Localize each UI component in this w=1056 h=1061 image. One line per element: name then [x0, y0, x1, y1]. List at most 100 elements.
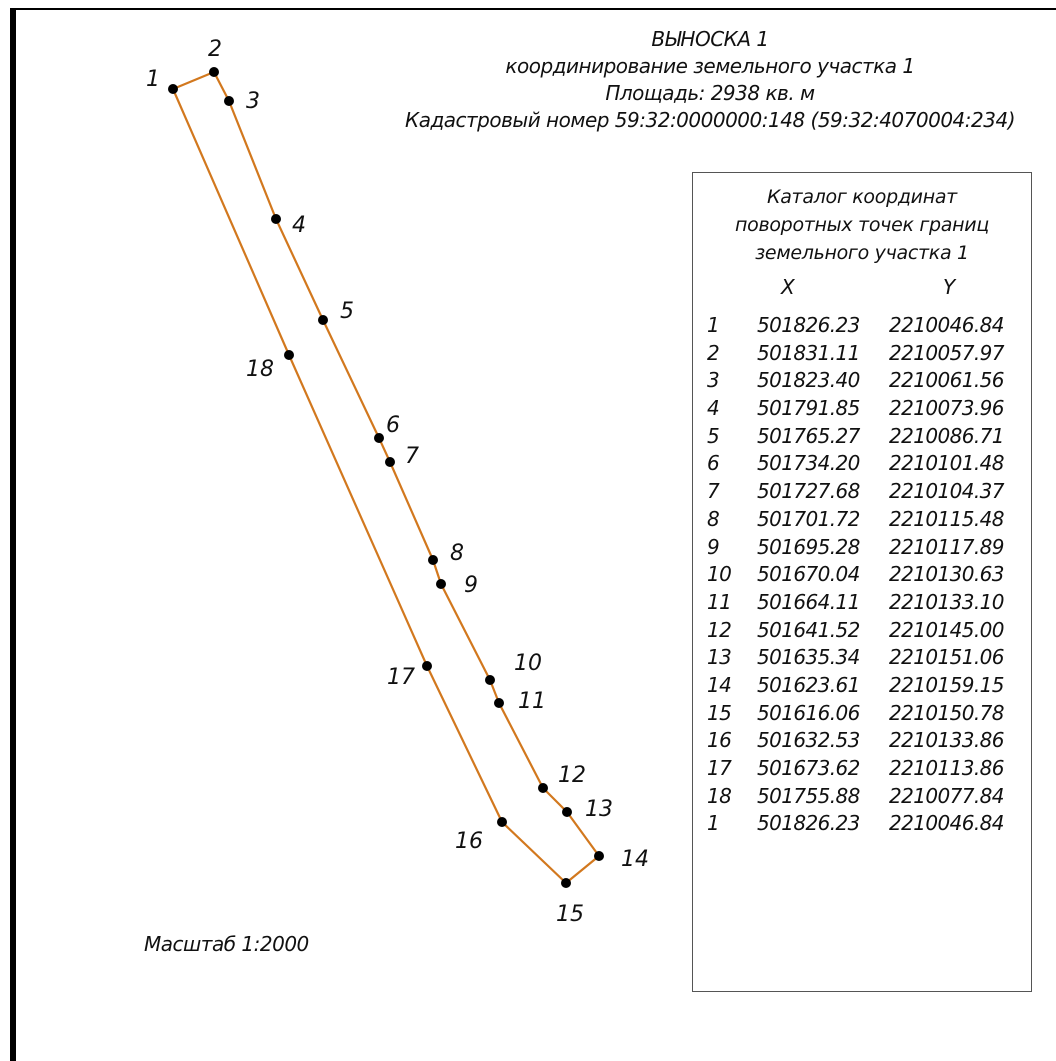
y-coordinate-cell: 2210133.10: [889, 589, 1004, 614]
x-coordinate-cell: 501701.72: [757, 506, 860, 531]
x-coordinate-cell: 501673.62: [757, 756, 860, 780]
boundary-point-11: [494, 698, 504, 708]
x-coordinate-cell: 501831.11: [757, 340, 860, 365]
boundary-point-3: [224, 96, 234, 106]
y-coordinate-cell: 2210117.89: [889, 534, 1004, 559]
boundary-point-12: [538, 783, 548, 793]
point-number-cell: 18: [707, 783, 732, 808]
point-label-6: 6: [386, 413, 400, 438]
table-row: 6 501734.20 2210101.48: [693, 451, 1031, 479]
y-coordinate-cell: 2210057.97: [889, 340, 1004, 365]
point-number-cell: 7: [707, 479, 720, 504]
point-label-7: 7: [405, 444, 419, 469]
point-label-13: 13: [585, 797, 613, 822]
boundary-point-9: [436, 579, 446, 589]
boundary-point-16: [497, 817, 507, 827]
point-number-cell: 17: [707, 756, 732, 780]
x-coordinate-cell: 501734.20: [757, 451, 860, 476]
point-label-4: 4: [292, 213, 306, 238]
boundary-point-18: [284, 350, 294, 360]
catalog-title: Каталог координат поворотных точек грани…: [693, 183, 1031, 267]
table-row: 10 501670.04 2210130.63: [693, 562, 1031, 590]
y-coordinate-cell: 2210130.63: [889, 562, 1004, 587]
y-coordinate-cell: 2210086.71: [889, 423, 1004, 448]
point-label-17: 17: [387, 665, 415, 690]
table-row: 11 501664.11 2210133.10: [693, 590, 1031, 618]
x-coordinate-cell: 501826.23: [757, 313, 860, 337]
point-label-1: 1: [146, 67, 160, 92]
coordinate-catalog: Каталог координат поворотных точек грани…: [692, 172, 1032, 992]
x-coordinate-cell: 501632.53: [757, 728, 860, 753]
callout-header: ВЫНОСКА 1 координирование земельного уча…: [400, 26, 1020, 134]
table-row: 4 501791.85 2210073.96: [693, 396, 1031, 424]
table-row: 17 501673.62 2210113.86: [693, 756, 1031, 784]
point-number-cell: 9: [707, 534, 720, 559]
table-row: 18 501755.88 2210077.84: [693, 784, 1031, 812]
x-coordinate-cell: 501826.23: [757, 811, 860, 836]
catalog-title-line-3: земельного участка 1: [755, 242, 969, 264]
scale-label: Масштаб 1:2000: [144, 932, 309, 956]
point-number-cell: 5: [707, 423, 720, 448]
y-coordinate-cell: 2210046.84: [889, 313, 1004, 337]
boundary-point-5: [318, 315, 328, 325]
y-coordinate-cell: 2210101.48: [889, 451, 1004, 476]
y-coordinate-cell: 2210104.37: [889, 479, 1004, 504]
y-coordinate-cell: 2210133.86: [889, 728, 1004, 753]
point-number-cell: 13: [707, 645, 732, 670]
x-coordinate-cell: 501765.27: [757, 423, 860, 448]
x-coordinate-cell: 501641.52: [757, 617, 860, 642]
y-coordinate-cell: 2210113.86: [889, 756, 1004, 780]
table-row: 14 501623.61 2210159.15: [693, 673, 1031, 701]
table-row: 8 501701.72 2210115.48: [693, 507, 1031, 535]
x-coordinate-cell: 501616.06: [757, 700, 860, 725]
point-label-14: 14: [621, 847, 649, 872]
column-header-y: Y: [943, 275, 956, 299]
point-number-cell: 10: [707, 562, 732, 587]
table-row: 2 501831.11 2210057.97: [693, 341, 1031, 369]
table-row: 1 501826.23 2210046.84: [693, 313, 1031, 341]
point-label-9: 9: [464, 573, 478, 598]
table-row: 16 501632.53 2210133.86: [693, 728, 1031, 756]
boundary-point-4: [271, 214, 281, 224]
x-coordinate-cell: 501695.28: [757, 534, 860, 559]
boundary-point-15: [561, 878, 571, 888]
table-row: 13 501635.34 2210151.06: [693, 645, 1031, 673]
point-label-5: 5: [340, 299, 354, 324]
point-number-cell: 2: [707, 340, 720, 365]
table-row: 3 501823.40 2210061.56: [693, 368, 1031, 396]
x-coordinate-cell: 501664.11: [757, 589, 860, 614]
boundary-point-14: [594, 851, 604, 861]
table-row: 12 501641.52 2210145.00: [693, 618, 1031, 646]
table-row: 15 501616.06 2210150.78: [693, 701, 1031, 729]
y-coordinate-cell: 2210159.15: [889, 672, 1004, 697]
point-label-12: 12: [558, 763, 586, 788]
boundary-point-8: [428, 555, 438, 565]
column-header-x: X: [781, 275, 795, 299]
boundary-point-1: [168, 84, 178, 94]
point-number-cell: 1: [707, 313, 720, 337]
point-label-3: 3: [246, 89, 260, 114]
y-coordinate-cell: 2210145.00: [889, 617, 1004, 642]
boundary-point-10: [485, 675, 495, 685]
y-coordinate-cell: 2210077.84: [889, 783, 1004, 808]
point-number-cell: 14: [707, 672, 732, 697]
y-coordinate-cell: 2210115.48: [889, 506, 1004, 531]
point-label-8: 8: [450, 541, 464, 566]
boundary-point-17: [422, 661, 432, 671]
x-coordinate-cell: 501635.34: [757, 645, 860, 670]
y-coordinate-cell: 2210073.96: [889, 396, 1004, 421]
catalog-title-line-2: поворотных точек границ: [735, 214, 989, 236]
point-number-cell: 12: [707, 617, 732, 642]
point-number-cell: 11: [707, 589, 732, 614]
boundary-point-6: [374, 433, 384, 443]
table-row: 7 501727.68 2210104.37: [693, 479, 1031, 507]
x-coordinate-cell: 501670.04: [757, 562, 860, 587]
point-number-cell: 15: [707, 700, 732, 725]
catalog-rows: 1 501826.23 2210046.84 2 501831.11 2210057.97…: [693, 313, 1031, 839]
x-coordinate-cell: 501623.61: [757, 672, 860, 697]
catalog-title-line-1: Каталог координат: [767, 186, 957, 208]
boundary-point-2: [209, 67, 219, 77]
